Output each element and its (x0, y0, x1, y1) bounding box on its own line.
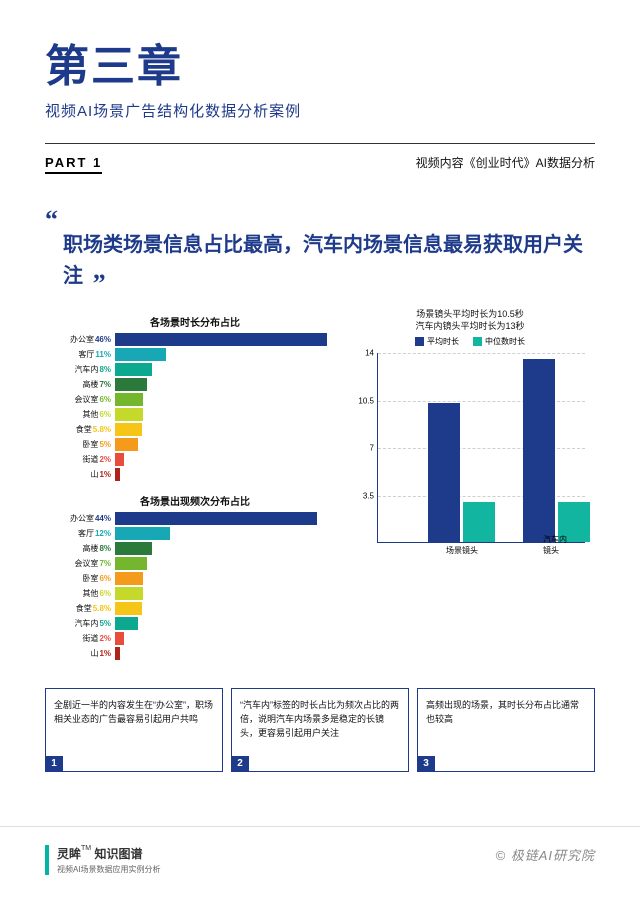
chart3-plot: 1410.573.5场景镜头汽车内镜头 (377, 353, 585, 543)
bar-row: 卧室6% (45, 572, 345, 585)
bar-row: 高楼7% (45, 378, 345, 391)
footer-right: © 极链AI研究院 (496, 845, 595, 864)
bar-row: 办公室46% (45, 333, 345, 346)
bar-row: 街道2% (45, 632, 345, 645)
footer-brand2: 知识图谱 (94, 847, 142, 861)
chart3-head2: 汽车内镜头平均时长为13秒 (355, 320, 585, 332)
insight-box: 全剧近一半的内容发生在“办公室”，职场相关业态的广告最容易引起用户共鸣1 (45, 688, 223, 772)
bar-row: 客厅12% (45, 527, 345, 540)
insights-row: 全剧近一半的内容发生在“办公室”，职场相关业态的广告最容易引起用户共鸣1“汽车内… (45, 688, 595, 772)
chart2-bars: 办公室44% 客厅12% 高楼8% 会议室7% 卧室6% 其他6% 食堂5.8% 汽车内5% 街… (45, 512, 345, 660)
bar-row: 高楼8% (45, 542, 345, 555)
part-title: 视频内容《创业时代》AI数据分析 (416, 154, 595, 171)
footer-left: 灵眸TM 知识图谱 视频AI场景数据应用实例分析 (45, 845, 161, 875)
bar-row: 街道2% (45, 453, 345, 466)
chart3-head1: 场景镜头平均时长为10.5秒 (355, 308, 585, 320)
bar-row: 汽车内8% (45, 363, 345, 376)
bar-row: 山1% (45, 468, 345, 481)
bar-row: 山1% (45, 647, 345, 660)
chapter-title: 第三章 (45, 30, 595, 94)
divider (45, 143, 595, 144)
bar-row: 客厅11% (45, 348, 345, 361)
bar-row: 卧室5% (45, 438, 345, 451)
footer-tm: TM (81, 845, 91, 852)
quote-close-icon: ” (93, 276, 106, 292)
quote-open-icon: “ (45, 212, 58, 228)
footer-sub: 视频AI场景数据应用实例分析 (57, 864, 161, 875)
chart1-bars: 办公室46% 客厅11% 汽车内8% 高楼7% 会议室6% 其他6% 食堂5.8% 卧室5% 街… (45, 333, 345, 481)
bar-row: 其他6% (45, 587, 345, 600)
pull-quote: “ 职场类场景信息占比最高，汽车内场景信息最易获取用户关注 ” (45, 212, 595, 292)
bar-row: 其他6% (45, 408, 345, 421)
bar-row: 食堂5.8% (45, 602, 345, 615)
bar-row: 办公室44% (45, 512, 345, 525)
chart2-title: 各场景出现频次分布占比 (45, 493, 345, 508)
footer-brand: 灵眸 (57, 847, 81, 861)
bar-row: 汽车内5% (45, 617, 345, 630)
bar-row: 会议室7% (45, 557, 345, 570)
insight-box: 高频出现的场景，其时长分布占比通常也较高3 (417, 688, 595, 772)
chart1-title: 各场景时长分布占比 (45, 314, 345, 329)
chapter-subtitle: 视频AI场景广告结构化数据分析案例 (45, 100, 595, 121)
quote-text: 职场类场景信息占比最高，汽车内场景信息最易获取用户关注 (63, 234, 583, 287)
part-label: PART 1 (45, 155, 102, 174)
insight-box: “汽车内”标签的时长占比为频次占比的两倍，说明汽车内场景多是稳定的长镜头，更容易… (231, 688, 409, 772)
chart3-legend: 平均时长中位数时长 (355, 336, 585, 347)
bar-row: 食堂5.8% (45, 423, 345, 436)
bar-row: 会议室6% (45, 393, 345, 406)
